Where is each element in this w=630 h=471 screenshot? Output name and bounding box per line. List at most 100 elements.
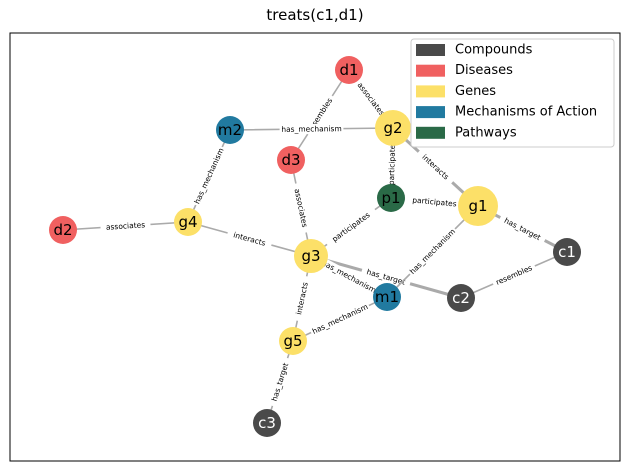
edge-label-d3-g3: associates [291, 182, 311, 234]
edge-label-background [406, 225, 459, 278]
page-title: treats(c1,d1) [266, 6, 364, 24]
edge-label-text: interacts [232, 230, 266, 248]
node-label: d2 [53, 221, 72, 239]
legend: Compounds Diseases Genes Mechanisms of Acti… [410, 38, 615, 148]
node-label: d3 [281, 151, 300, 169]
node-label: p1 [381, 189, 400, 207]
edge-label-g1-c1: has_target [497, 213, 548, 245]
edge-label-text: resembles [494, 263, 533, 287]
node-label: g2 [383, 119, 402, 137]
node-label: g4 [178, 213, 197, 231]
edge-label-c3-g5: has_target [267, 356, 293, 408]
node-label: g5 [283, 332, 302, 350]
edge-label-text: participates [412, 195, 457, 208]
edge-label-background [404, 194, 465, 210]
node-circle [253, 409, 281, 437]
legend-label: Genes [455, 84, 496, 99]
node-label: c3 [258, 414, 276, 432]
legend-label: Pathways [455, 125, 517, 140]
node-label: d1 [339, 61, 358, 79]
edge-label-background [386, 133, 398, 193]
nodes-layer: d1 g2 m2 d3 p1 g1 c1 d2 g4 g3 m1 c2 g5 c3 [49, 56, 581, 437]
node-label: m2 [218, 121, 242, 139]
legend-swatch [416, 126, 445, 139]
edge-label-c2-c1: resembles [491, 261, 537, 289]
edge-label-text: interacts [420, 153, 450, 182]
legend-label: Mechanisms of Action [455, 105, 597, 120]
edge-label-background [351, 76, 391, 122]
edge-label-text: participates [387, 141, 397, 186]
edge-label-g2-g1: interacts [415, 147, 456, 187]
legend-label: Compounds [455, 43, 533, 58]
edge-label-background [491, 261, 537, 289]
legend-swatch [416, 106, 445, 119]
edge-label-m2-g4: has_mechanism [191, 144, 227, 208]
node-circle [49, 216, 77, 244]
edge-label-background [267, 356, 293, 408]
edge-label-background [291, 182, 311, 234]
edge-label-text: associates [293, 188, 310, 228]
node-circle [294, 239, 328, 273]
node-c1[interactable]: c1 [553, 238, 581, 266]
edge-label-d2-g4: associates [100, 219, 151, 233]
edge-label-g3-g5: interacts [292, 275, 312, 322]
node-circle [375, 110, 411, 146]
node-circle [216, 116, 244, 144]
edge-label-text: has_mechanism [281, 124, 342, 134]
edge-label-text: has_target [270, 362, 291, 403]
edge-label-g3-p1: participates [324, 205, 378, 249]
edge-label-text: participates [330, 210, 371, 243]
node-p1[interactable]: p1 [377, 184, 405, 212]
edge-label-text: associates [106, 220, 146, 231]
node-label: m1 [375, 288, 399, 306]
edge-label-background [191, 144, 227, 208]
node-circle [447, 284, 475, 312]
node-g3[interactable]: g3 [294, 239, 328, 273]
edge-label-g2-p1: participates [386, 133, 398, 193]
node-circle [458, 186, 498, 226]
edge-label-text: has_mechanism [192, 147, 225, 206]
edge-label-p1-g1: participates [404, 194, 465, 210]
node-label: c1 [558, 243, 576, 261]
edge-label-text: has_mechanism [311, 302, 370, 336]
node-g4[interactable]: g4 [174, 208, 202, 236]
edge-label-text: has_mechanism [408, 227, 457, 276]
legend-swatch [416, 64, 445, 77]
node-d2[interactable]: d2 [49, 216, 77, 244]
node-d3[interactable]: d3 [277, 146, 305, 174]
node-circle [335, 56, 363, 84]
plot-frame [9, 32, 621, 462]
node-circle [553, 238, 581, 266]
node-label: g1 [468, 197, 487, 215]
edge-label-text: has_target [503, 216, 543, 242]
edge-label-background [324, 205, 378, 249]
edge-label-m1-g1: has_mechanism [406, 225, 459, 278]
node-m1[interactable]: m1 [373, 283, 401, 311]
legend-swatch [416, 44, 445, 56]
node-d1[interactable]: d1 [335, 56, 363, 84]
node-circle [373, 283, 401, 311]
node-c3[interactable]: c3 [253, 409, 281, 437]
legend-box [410, 38, 615, 148]
node-m2[interactable]: m2 [216, 116, 244, 144]
edge-label-background [415, 147, 456, 187]
edge-label-background [292, 275, 312, 322]
edge-label-g5-m1: has_mechanism [308, 300, 372, 338]
edge-label-background [100, 219, 151, 233]
node-g5[interactable]: g5 [279, 327, 307, 355]
node-label: c2 [452, 289, 470, 307]
node-g2[interactable]: g2 [375, 110, 411, 146]
node-label: g3 [301, 247, 320, 265]
edge-label-text: associates [356, 81, 387, 118]
edge-label-background [226, 228, 273, 250]
node-g1[interactable]: g1 [458, 186, 498, 226]
node-c2[interactable]: c2 [447, 284, 475, 312]
node-circle [377, 184, 405, 212]
edge-label-background [318, 256, 380, 297]
node-circle [174, 208, 202, 236]
edge-label-background [360, 265, 412, 289]
edge-label-background [279, 123, 344, 135]
node-circle [279, 327, 307, 355]
legend-swatch [416, 85, 445, 98]
